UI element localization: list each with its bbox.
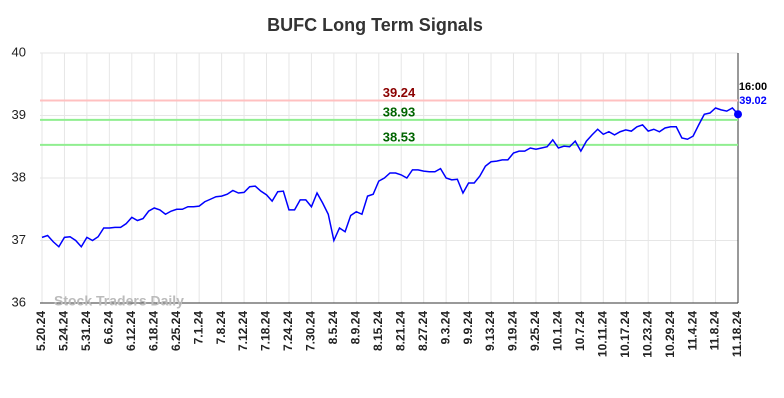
x-tick-label: 7.18.24 bbox=[259, 311, 273, 351]
x-tick-label: 7.8.24 bbox=[214, 311, 228, 345]
y-tick-label: 37 bbox=[12, 232, 26, 247]
x-tick-label: 8.9.24 bbox=[348, 311, 362, 345]
chart-title: BUFC Long Term Signals bbox=[267, 15, 483, 35]
last-value-label: 39.02 bbox=[739, 95, 767, 107]
x-tick-label: 9.19.24 bbox=[506, 311, 520, 351]
x-tick-label: 9.13.24 bbox=[483, 311, 497, 351]
x-tick-label: 11.18.24 bbox=[730, 311, 744, 357]
signal-label: 38.53 bbox=[383, 129, 416, 144]
x-tick-label: 9.25.24 bbox=[528, 311, 542, 351]
x-tick-label: 6.18.24 bbox=[146, 311, 160, 351]
x-tick-label: 5.20.24 bbox=[34, 311, 48, 351]
x-tick-label: 6.12.24 bbox=[124, 311, 138, 351]
x-tick-label: 10.17.24 bbox=[618, 311, 632, 358]
last-time-label: 16:00 bbox=[739, 81, 767, 93]
x-tick-label: 7.12.24 bbox=[236, 311, 250, 351]
x-tick-label: 10.7.24 bbox=[573, 311, 587, 351]
x-tick-label: 11.8.24 bbox=[708, 311, 722, 351]
x-tick-label: 7.30.24 bbox=[304, 311, 318, 351]
signal-label: 39.24 bbox=[383, 85, 416, 100]
last-point bbox=[734, 110, 742, 119]
y-tick-label: 36 bbox=[12, 294, 26, 309]
x-tick-label: 6.6.24 bbox=[102, 311, 116, 345]
price-line bbox=[41, 107, 739, 249]
x-tick-label: 7.1.24 bbox=[191, 311, 205, 345]
x-tick-label: 6.25.24 bbox=[169, 311, 183, 351]
x-tick-label: 8.15.24 bbox=[371, 311, 385, 351]
x-tick-label: 10.11.24 bbox=[595, 311, 609, 357]
y-tick-label: 39 bbox=[12, 107, 26, 122]
x-tick-label: 5.24.24 bbox=[57, 311, 71, 351]
x-tick-label: 10.29.24 bbox=[663, 311, 677, 358]
x-tick-label: 5.31.24 bbox=[79, 311, 93, 351]
x-tick-label: 7.24.24 bbox=[281, 311, 295, 351]
x-tick-label: 8.27.24 bbox=[416, 311, 430, 351]
x-tick-label: 9.3.24 bbox=[438, 311, 452, 345]
x-tick-label: 11.4.24 bbox=[685, 311, 699, 351]
signal-label: 38.93 bbox=[383, 104, 416, 119]
x-tick-label: 10.23.24 bbox=[640, 311, 654, 358]
watermark: Stock Traders Daily bbox=[54, 293, 184, 309]
x-tick-label: 8.21.24 bbox=[393, 311, 407, 351]
x-tick-label: 10.1.24 bbox=[551, 311, 565, 351]
y-tick-label: 38 bbox=[12, 169, 26, 184]
x-tick-label: 8.5.24 bbox=[326, 311, 340, 345]
x-tick-label: 9.9.24 bbox=[461, 311, 475, 345]
y-tick-label: 40 bbox=[12, 44, 26, 59]
